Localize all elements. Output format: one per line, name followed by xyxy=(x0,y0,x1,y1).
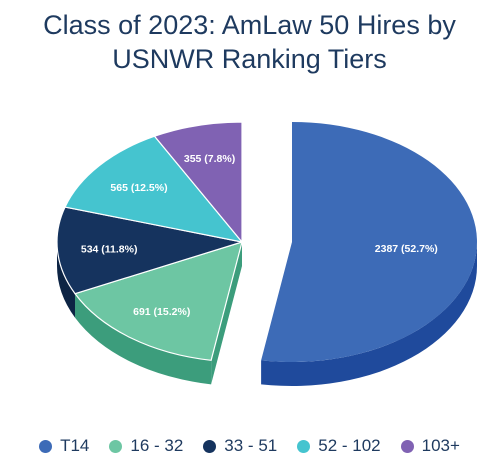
legend-swatch-16-32 xyxy=(109,439,123,453)
legend-item-16-32: 16 - 32 xyxy=(109,436,183,456)
legend-item-103-: 103+ xyxy=(400,436,460,456)
pie-slice-side-t14 xyxy=(261,242,477,386)
chart-title: Class of 2023: AmLaw 50 Hires by USNWR R… xyxy=(0,8,499,76)
pie-tops xyxy=(56,121,477,362)
slice-label-16-32: 691 (15.2%) xyxy=(133,306,190,318)
legend-swatch-t14 xyxy=(39,439,53,453)
legend-label-t14: T14 xyxy=(60,436,90,455)
legend-label-103-: 103+ xyxy=(421,436,460,455)
slice-label-t14: 2387 (52.7%) xyxy=(375,243,438,255)
pie-slice-t14 xyxy=(261,122,477,362)
legend-swatch-52-102 xyxy=(297,439,311,453)
pie-slice-33-51 xyxy=(56,206,243,295)
pie-slice-103- xyxy=(153,121,243,244)
legend-item-t14: T14 xyxy=(39,436,89,456)
pie-slice-52-102 xyxy=(64,135,244,243)
legend-item-52-102: 52 - 102 xyxy=(297,436,381,456)
chart-title-line-1: Class of 2023: AmLaw 50 Hires by xyxy=(43,10,456,40)
slice-label-103-: 355 (7.8%) xyxy=(184,153,235,165)
legend-swatch-103- xyxy=(400,439,414,453)
legend-swatch-33-51 xyxy=(203,439,217,453)
legend-label-52-102: 52 - 102 xyxy=(318,436,381,455)
chart-legend: T14 16 - 32 33 - 51 52 - 102 103+ xyxy=(0,436,499,456)
pie-labels: 2387 (52.7%) 691 (15.2%) 534 (11.8%) 565 (1… xyxy=(81,153,438,318)
pie-cut-face xyxy=(211,242,242,385)
legend-label-33-51: 33 - 51 xyxy=(224,436,278,455)
chart-title-line-2: USNWR Ranking Tiers xyxy=(112,44,387,74)
legend-item-33-51: 33 - 51 xyxy=(203,436,277,456)
pie-chart: 2387 (52.7%) 691 (15.2%) 534 (11.8%) 565 (1… xyxy=(56,121,477,386)
slice-label-33-51: 534 (11.8%) xyxy=(81,243,138,255)
slice-label-52-102: 565 (12.5%) xyxy=(110,182,167,194)
legend-label-16-32: 16 - 32 xyxy=(130,436,184,455)
pie-slice-side-16-32 xyxy=(75,293,212,385)
pie-slice-16-32 xyxy=(74,241,243,361)
